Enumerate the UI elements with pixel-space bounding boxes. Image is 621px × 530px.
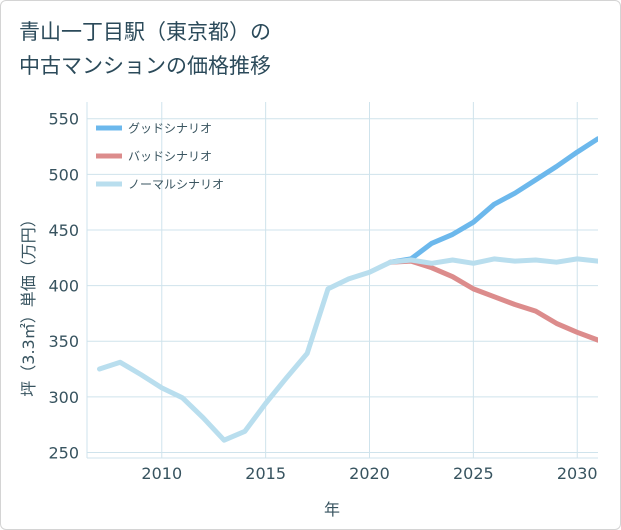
y-tick-label: 450 [48, 221, 79, 240]
y-axis-label: 坪（3.3㎡）単価（万円） [19, 211, 38, 396]
x-tick-label: 2010 [141, 464, 182, 483]
chart-title: 青山一丁目駅（東京都）の 中古マンションの価格推移 [19, 15, 271, 83]
plot-border [86, 102, 598, 459]
x-tick-label: 2025 [453, 464, 494, 483]
y-tick-label: 400 [48, 277, 79, 296]
legend-label-normal: ノーマルシナリオ [128, 178, 224, 192]
y-tick-label: 250 [48, 443, 79, 462]
x-tick-label: 2020 [349, 464, 390, 483]
series-line-bad [387, 258, 598, 343]
x-tick-label: 2015 [245, 464, 286, 483]
y-tick-label: 500 [48, 165, 79, 184]
series-layer [97, 136, 598, 443]
series-line-normal [97, 256, 598, 443]
series-line-good [387, 136, 598, 265]
x-tick-label: 2030 [557, 464, 598, 483]
chart-title-line-2: 中古マンションの価格推移 [19, 54, 271, 78]
y-tick-label: 550 [48, 110, 79, 129]
x-tick-labels: 2010 2015 2020 2025 2030 [141, 464, 597, 483]
chart-title-line-1: 青山一丁目駅（東京都）の [19, 20, 271, 44]
y-tick-labels: 250 300 350 400 450 500 550 [48, 110, 79, 463]
legend-label-good: グッドシナリオ [128, 122, 212, 136]
y-tick-label: 350 [48, 332, 79, 351]
legend-label-bad: バッドシナリオ [128, 150, 212, 164]
y-tick-label: 300 [48, 388, 79, 407]
grid-lines [87, 102, 598, 458]
x-axis-label: 年 [324, 500, 340, 519]
